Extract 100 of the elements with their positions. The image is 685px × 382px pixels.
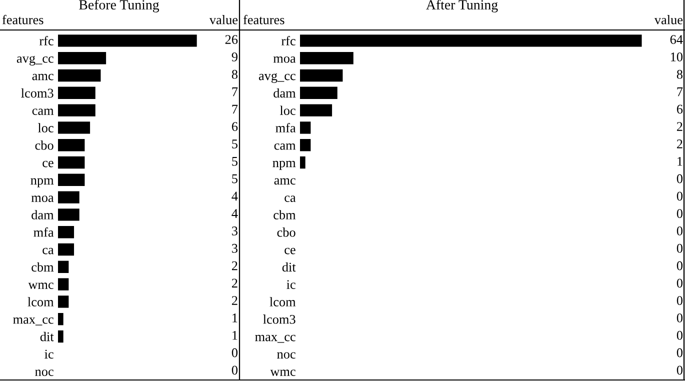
data-label: 0 [676,244,682,253]
bar [58,260,69,273]
data-label: 7 [232,87,238,96]
data-label: 0 [676,366,682,375]
data-label: 5 [232,140,238,148]
data-label: 1 [232,330,238,340]
y-tick-label: cam [274,143,296,150]
data-label: 0 [676,278,682,288]
y-tick-label: lcom3 [263,314,296,324]
bar [58,243,74,256]
y-tick-label: ce [284,248,296,254]
bar [58,313,64,326]
bar [300,86,338,99]
data-label: 4 [232,209,238,218]
data-label: 0 [676,314,682,322]
y-tick-label: lcom3 [21,88,54,98]
data-label: 1 [232,314,238,322]
y-tick-label: cam [32,108,54,116]
data-label: 2 [232,296,238,305]
y-tick-label: dit [40,332,54,342]
y-tick-label: wmc [270,370,296,376]
y-tick-label: cbm [32,262,54,272]
data-label: 0 [232,348,238,358]
bar [300,34,642,47]
data-label: 0 [676,261,682,270]
data-label: 3 [232,244,238,253]
bar [58,52,106,64]
data-label: 0 [676,209,682,218]
y-tick-label: noc [277,352,296,359]
y-tick-label: ic [44,350,54,359]
data-label: 0 [676,192,682,201]
y-axis-title: features [2,14,44,24]
data-label: 0 [676,296,682,306]
data-label: 5 [232,174,238,184]
data-label: 0 [676,330,682,340]
data-label: 5 [232,157,238,166]
y-tick-label: avg_cc [258,73,296,83]
y-tick-label: mfa [34,227,54,237]
y-axis-title: features [243,14,284,24]
y-tick-label: ca [284,196,296,202]
y-tick-label: loc [38,123,54,132]
y-tick-label: avg_cc [16,56,54,66]
data-label: 9 [232,52,238,62]
data-label: 7 [232,104,238,114]
bar [58,208,80,221]
data-label: 26 [225,35,238,44]
bar [300,69,343,82]
bar [300,52,354,64]
bar [58,34,197,47]
y-tick-label: mfa [276,122,296,132]
chart-title: After Tuning [426,0,498,12]
data-label: 8 [676,70,682,79]
data-label: 4 [232,192,238,200]
y-tick-label: npm [272,160,296,170]
bar [58,296,69,308]
y-tick-label: rfc [39,36,54,46]
data-label: 6 [232,122,238,132]
data-label: 0 [676,348,682,358]
y-tick-label: wmc [28,282,54,290]
y-tick-label: lcom [28,297,54,306]
data-label: 0 [676,226,682,236]
bar [58,226,74,238]
y-tick-label: ic [286,280,296,290]
bar [58,104,96,116]
data-label: 2 [676,122,682,131]
y-tick-label: ce [42,160,54,168]
data-label: 0 [676,174,682,184]
data-label: 2 [232,278,238,288]
y-tick-label: dit [282,262,296,272]
bar [58,330,64,343]
data-label: 1 [678,156,682,166]
y-tick-label: cbo [35,140,54,150]
y-tick-label: cbo [277,228,296,237]
x-axis-title: value [654,15,683,24]
y-tick-label: rfc [281,36,296,46]
data-label: 8 [232,70,238,79]
data-label: 10 [670,52,682,62]
y-tick-label: dam [274,88,296,98]
y-tick-label: moa [273,56,296,63]
bar [58,191,80,204]
bar [58,122,90,134]
y-tick-label: max_cc [255,334,296,343]
bar [300,104,332,116]
y-tick-label: ca [42,248,54,254]
bar [58,156,85,169]
bar [58,278,69,290]
data-label: 7 [677,87,683,96]
bar [58,86,96,99]
y-tick-label: moa [31,196,54,202]
y-tick-label: loc [280,106,296,116]
bar [300,122,311,134]
y-tick-label: cbm [274,210,296,220]
y-tick-label: amc [274,178,296,185]
y-tick-label: lcom [270,297,296,306]
data-label: 2 [676,140,682,148]
y-tick-label: max_cc [13,317,54,326]
y-tick-label: dam [32,210,54,220]
bar [300,139,311,152]
data-label: 3 [232,226,238,236]
bar [58,139,85,152]
